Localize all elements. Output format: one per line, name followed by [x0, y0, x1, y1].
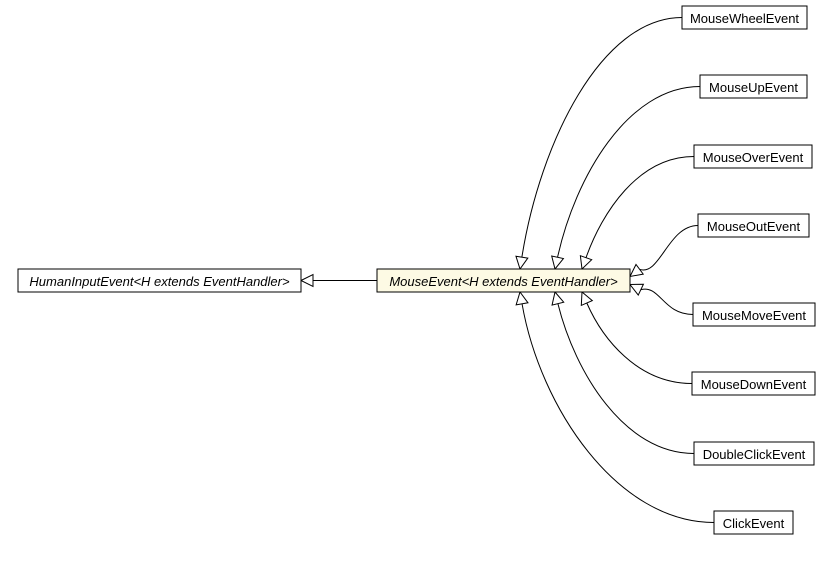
class-node-mouse-event[interactable]: MouseEvent<H extends EventHandler>	[377, 269, 630, 292]
class-node-human-input[interactable]: HumanInputEvent<H extends EventHandler>	[18, 269, 301, 292]
class-label: MouseOutEvent	[707, 219, 801, 234]
class-label: HumanInputEvent<H extends EventHandler>	[29, 274, 290, 289]
class-node-mouse-over[interactable]: MouseOverEvent	[694, 145, 812, 168]
class-label: MouseEvent<H extends EventHandler>	[389, 274, 618, 289]
class-label: DoubleClickEvent	[703, 447, 806, 462]
class-node-mouse-move[interactable]: MouseMoveEvent	[693, 303, 815, 326]
class-label: MouseOverEvent	[703, 150, 804, 165]
class-label: MouseDownEvent	[701, 377, 807, 392]
class-node-double-click[interactable]: DoubleClickEvent	[694, 442, 814, 465]
class-node-mouse-down[interactable]: MouseDownEvent	[692, 372, 815, 395]
class-label: ClickEvent	[723, 516, 785, 531]
class-node-mouse-up[interactable]: MouseUpEvent	[700, 75, 807, 98]
class-label: MouseMoveEvent	[702, 308, 806, 323]
class-node-mouse-wheel[interactable]: MouseWheelEvent	[682, 6, 807, 29]
class-label: MouseUpEvent	[709, 80, 798, 95]
class-node-click[interactable]: ClickEvent	[714, 511, 793, 534]
class-node-mouse-out[interactable]: MouseOutEvent	[698, 214, 809, 237]
class-label: MouseWheelEvent	[690, 11, 799, 26]
